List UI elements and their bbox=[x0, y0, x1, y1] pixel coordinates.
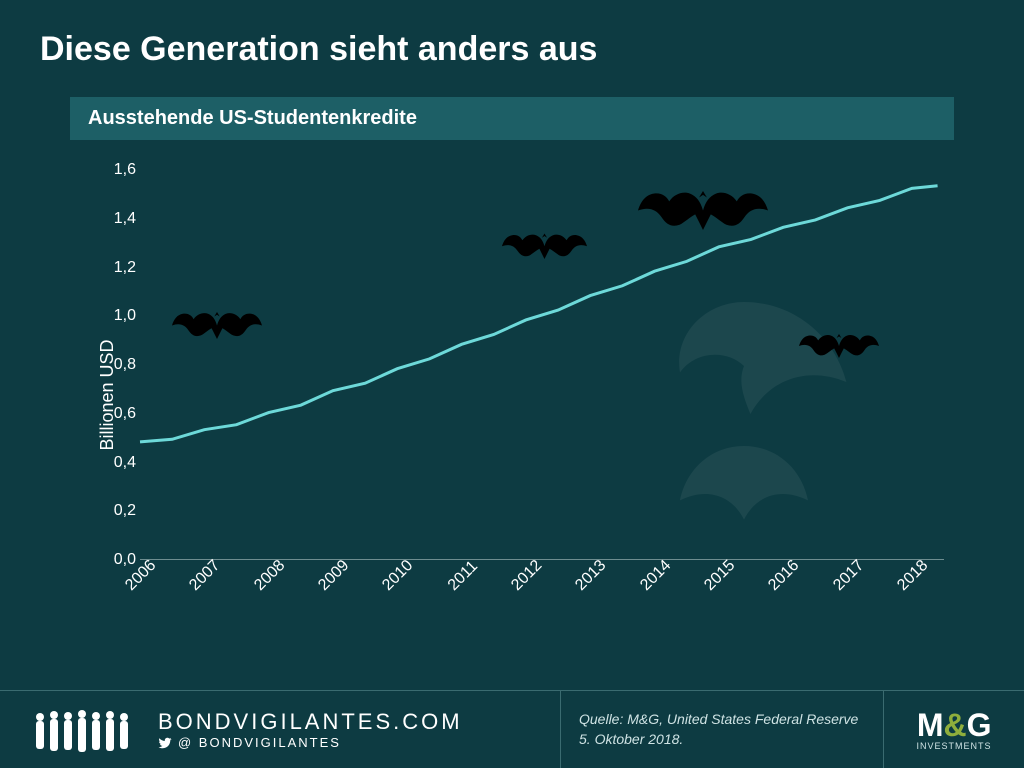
y-tick-label: 1,4 bbox=[100, 210, 136, 228]
brand-twitter: @ BONDVIGILANTES bbox=[158, 735, 463, 750]
x-tick-label: 2016 bbox=[765, 557, 803, 595]
x-tick-label: 2011 bbox=[444, 558, 481, 595]
slide-root: Diese Generation sieht anders aus Ausste… bbox=[0, 0, 1024, 768]
x-tick-label: 2017 bbox=[830, 557, 868, 595]
y-tick-label: 1,6 bbox=[100, 161, 136, 179]
footer: BONDVIGILANTES.COM @ BONDVIGILANTES Quel… bbox=[0, 690, 1024, 768]
bat-icon bbox=[172, 303, 262, 348]
twitter-icon bbox=[158, 736, 172, 750]
x-tick-label: 2012 bbox=[508, 557, 546, 595]
x-tick-label: 2009 bbox=[315, 557, 353, 595]
y-tick-label: 0,8 bbox=[100, 356, 136, 374]
brand-url: BONDVIGILANTES.COM bbox=[158, 709, 463, 735]
mg-logo-main: M&G bbox=[917, 709, 992, 741]
bat-icon bbox=[502, 225, 587, 268]
x-tick-label: 2018 bbox=[894, 557, 932, 595]
footer-logo: M&G INVESTMENTS bbox=[884, 691, 1024, 768]
y-tick-label: 1,2 bbox=[100, 259, 136, 277]
page-title: Diese Generation sieht anders aus bbox=[40, 30, 984, 69]
brand-twitter-handle: @ BONDVIGILANTES bbox=[178, 735, 341, 750]
x-tick-label: 2010 bbox=[379, 557, 417, 595]
source-line-1: Quelle: M&G, United States Federal Reser… bbox=[579, 710, 865, 730]
source-line-2: 5. Oktober 2018. bbox=[579, 730, 865, 750]
x-tick-label: 2007 bbox=[187, 557, 225, 595]
footer-source: Quelle: M&G, United States Federal Reser… bbox=[560, 691, 884, 768]
mg-logo-g: G bbox=[967, 707, 992, 743]
y-tick-label: 0,4 bbox=[100, 454, 136, 472]
brand-stack: BONDVIGILANTES.COM @ BONDVIGILANTES bbox=[158, 709, 463, 750]
plot-area: 0,00,20,40,60,81,01,21,41,62006200720082… bbox=[140, 170, 944, 560]
y-tick-label: 1,0 bbox=[100, 307, 136, 325]
x-tick-label: 2014 bbox=[637, 557, 675, 595]
mg-logo-sub: INVESTMENTS bbox=[916, 741, 991, 751]
bat-icon bbox=[638, 178, 768, 243]
x-tick-label: 2015 bbox=[701, 557, 739, 595]
x-tick-label: 2008 bbox=[251, 557, 289, 595]
y-tick-label: 0,2 bbox=[100, 502, 136, 520]
chart-container: Billionen USD 0,00,20,40,60,81,01,21,41,… bbox=[100, 160, 944, 630]
chart-subtitle-bar: Ausstehende US-Studentenkredite bbox=[70, 97, 954, 140]
people-silhouette-icon bbox=[30, 707, 140, 753]
mg-logo-amp: & bbox=[944, 707, 967, 743]
y-tick-label: 0,0 bbox=[100, 551, 136, 569]
footer-left: BONDVIGILANTES.COM @ BONDVIGILANTES bbox=[0, 691, 560, 768]
x-tick-label: 2013 bbox=[572, 557, 610, 595]
mg-logo-m: M bbox=[917, 707, 944, 743]
bat-icon bbox=[799, 326, 879, 366]
mg-logo: M&G INVESTMENTS bbox=[916, 709, 991, 751]
y-tick-label: 0,6 bbox=[100, 405, 136, 423]
